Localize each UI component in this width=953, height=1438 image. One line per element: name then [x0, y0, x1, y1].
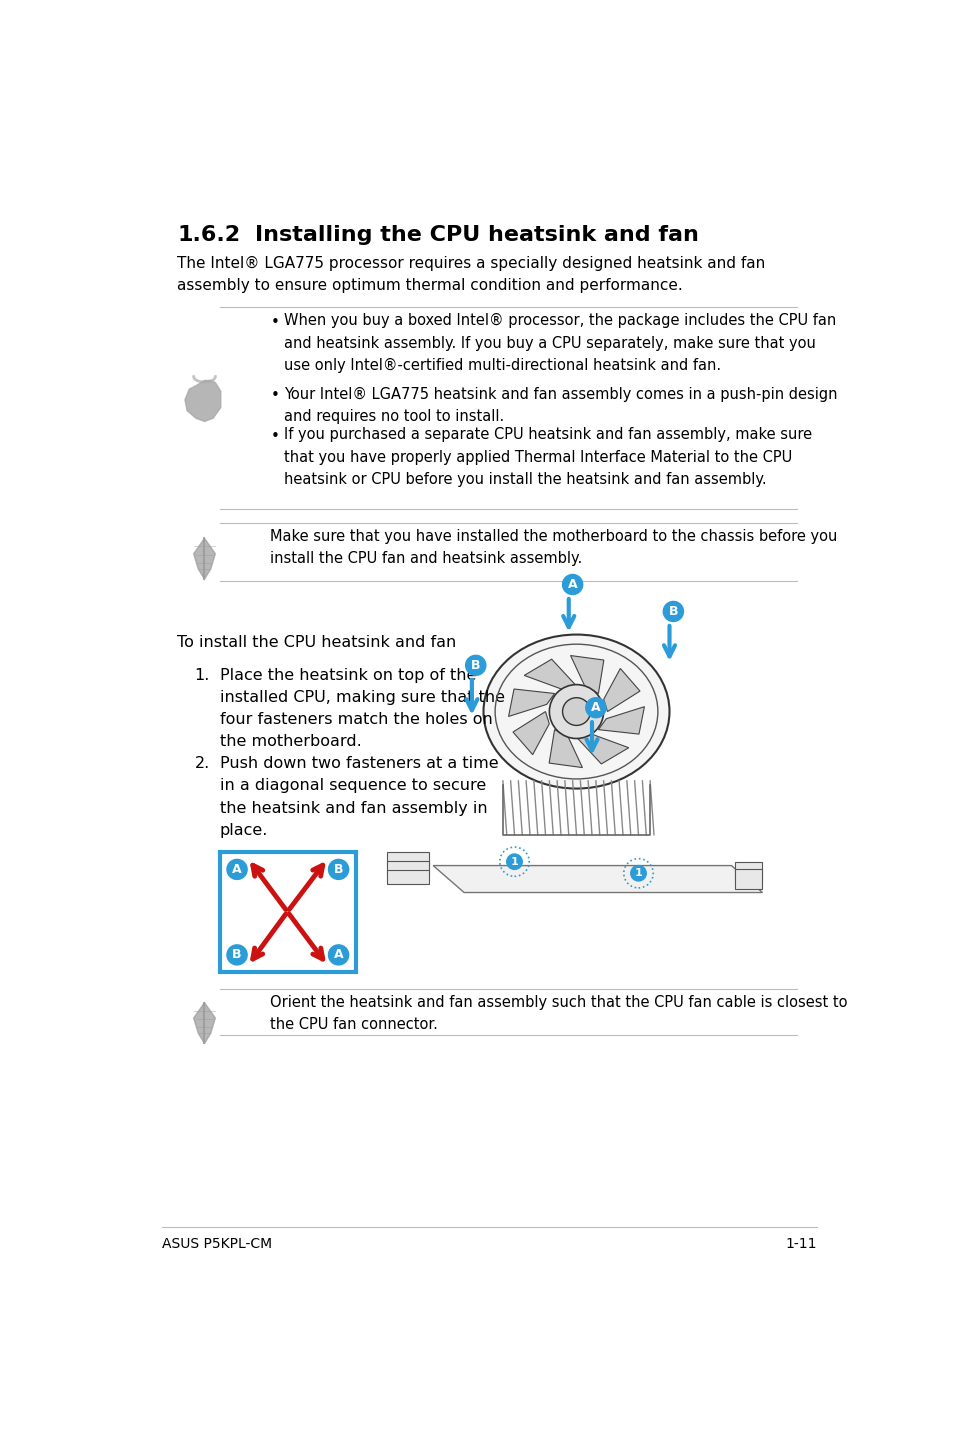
Text: 1.6.2: 1.6.2 [177, 224, 240, 244]
Text: 1-11: 1-11 [784, 1238, 816, 1251]
Bar [386, 870, 429, 884]
Polygon shape [576, 733, 628, 764]
Text: B: B [668, 605, 678, 618]
Circle shape [227, 945, 247, 965]
Polygon shape [193, 1002, 215, 1044]
Text: 1.: 1. [194, 667, 210, 683]
Bar [735, 861, 761, 881]
Circle shape [585, 697, 605, 718]
Polygon shape [508, 689, 554, 716]
Text: The Intel® LGA775 processor requires a specially designed heatsink and fan
assem: The Intel® LGA775 processor requires a s… [177, 256, 765, 293]
Text: •: • [270, 388, 279, 403]
Circle shape [662, 601, 682, 621]
Polygon shape [598, 706, 644, 735]
Text: •: • [270, 429, 279, 444]
Circle shape [465, 656, 485, 676]
Polygon shape [603, 669, 639, 712]
Ellipse shape [483, 634, 669, 788]
Text: Place the heatsink on top of the
installed CPU, making sure that the
four fasten: Place the heatsink on top of the install… [220, 667, 504, 749]
Text: 1: 1 [510, 857, 517, 867]
Text: Make sure that you have installed the motherboard to the chassis before you
inst: Make sure that you have installed the mo… [270, 529, 837, 567]
Text: Your Intel® LGA775 heatsink and fan assembly comes in a push-pin design
and requ: Your Intel® LGA775 heatsink and fan asse… [284, 387, 837, 424]
Text: A: A [334, 949, 343, 962]
Circle shape [562, 697, 590, 725]
FancyBboxPatch shape [220, 853, 355, 972]
Circle shape [506, 854, 521, 870]
Text: To install the CPU heatsink and fan: To install the CPU heatsink and fan [177, 634, 456, 650]
Text: 2.: 2. [194, 756, 210, 771]
Polygon shape [185, 381, 220, 421]
Bar [386, 851, 429, 866]
Polygon shape [549, 729, 582, 768]
Text: B: B [233, 949, 241, 962]
Polygon shape [513, 712, 549, 755]
Circle shape [630, 866, 645, 881]
Text: B: B [471, 659, 480, 672]
Text: A: A [232, 863, 242, 876]
Text: Orient the heatsink and fan assembly such that the CPU fan cable is closest to
t: Orient the heatsink and fan assembly suc… [270, 995, 847, 1032]
Circle shape [227, 860, 247, 880]
Text: ASUS P5KPL-CM: ASUS P5KPL-CM [162, 1238, 272, 1251]
Text: A: A [567, 578, 577, 591]
Circle shape [328, 945, 348, 965]
Text: Installing the CPU heatsink and fan: Installing the CPU heatsink and fan [254, 224, 698, 244]
Text: If you purchased a separate CPU heatsink and fan assembly, make sure
that you ha: If you purchased a separate CPU heatsink… [284, 427, 812, 487]
Polygon shape [433, 866, 761, 893]
Text: 1: 1 [634, 869, 641, 879]
Text: B: B [334, 863, 343, 876]
Bar [386, 861, 429, 874]
Circle shape [328, 860, 348, 880]
Text: When you buy a boxed Intel® processor, the package includes the CPU fan
and heat: When you buy a boxed Intel® processor, t… [284, 313, 836, 372]
Bar [735, 870, 761, 889]
Polygon shape [524, 659, 576, 689]
Text: Push down two fasteners at a time
in a diagonal sequence to secure
the heatsink : Push down two fasteners at a time in a d… [220, 756, 498, 838]
Circle shape [562, 575, 582, 594]
Text: A: A [591, 702, 600, 715]
Circle shape [549, 684, 603, 739]
Polygon shape [193, 538, 215, 580]
Polygon shape [570, 656, 603, 693]
Text: •: • [270, 315, 279, 329]
